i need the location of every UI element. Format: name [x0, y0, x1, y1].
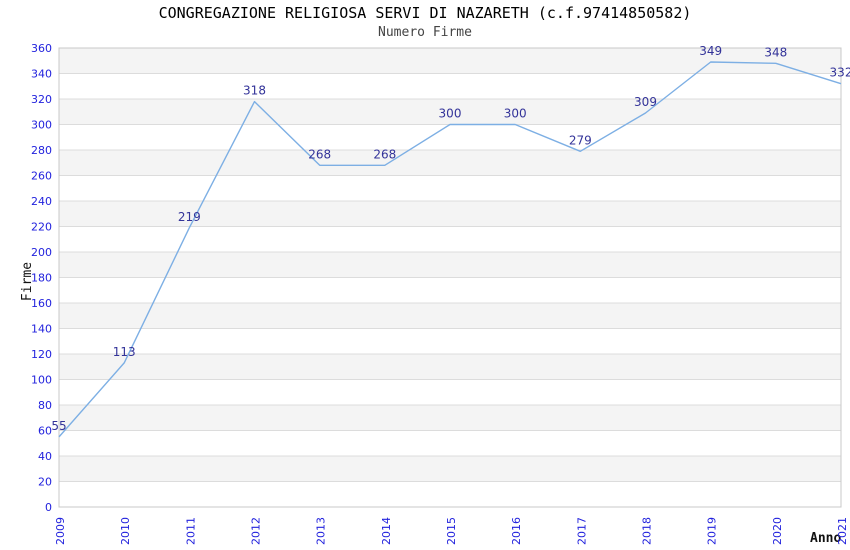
data-point-label: 113 — [113, 345, 136, 359]
plot-band — [59, 48, 841, 74]
x-axis-title: Anno — [810, 531, 842, 546]
data-point-label: 300 — [439, 107, 462, 121]
data-point-label: 349 — [699, 44, 722, 58]
data-point-label: 279 — [569, 133, 592, 147]
x-tick-label: 2019 — [706, 517, 719, 545]
plot-band — [59, 456, 841, 482]
data-point-label: 268 — [308, 147, 331, 161]
data-point-label: 318 — [243, 84, 266, 98]
plot-band — [59, 150, 841, 176]
data-point-label: 348 — [764, 45, 787, 59]
y-tick-label: 40 — [38, 450, 52, 463]
data-point-label: 219 — [178, 210, 201, 224]
data-point-label: 332 — [830, 66, 850, 80]
x-tick-label: 2011 — [184, 517, 197, 545]
x-tick-label: 2017 — [575, 517, 588, 545]
y-tick-label: 220 — [31, 221, 52, 234]
x-tick-label: 2015 — [445, 517, 458, 545]
y-tick-label: 20 — [38, 476, 52, 489]
y-tick-label: 0 — [45, 501, 52, 514]
y-tick-label: 180 — [31, 272, 52, 285]
y-tick-label: 360 — [31, 42, 52, 55]
data-point-label: 55 — [51, 419, 66, 433]
data-line — [58, 61, 842, 438]
data-point-label: 309 — [634, 95, 657, 109]
x-tick-label: 2012 — [250, 517, 263, 545]
y-tick-label: 100 — [31, 374, 52, 387]
y-tick-label: 80 — [38, 399, 52, 412]
data-point-label: 268 — [373, 147, 396, 161]
x-tick-label: 2013 — [315, 517, 328, 545]
plot-band — [59, 405, 841, 431]
x-tick-label: 2021 — [836, 517, 849, 545]
y-tick-label: 60 — [38, 425, 52, 438]
plot-band — [59, 303, 841, 329]
x-tick-label: 2020 — [771, 517, 784, 545]
x-tick-label: 2018 — [641, 517, 654, 545]
y-tick-label: 340 — [31, 68, 52, 81]
x-tick-label: 2014 — [380, 517, 393, 545]
y-tick-label: 260 — [31, 170, 52, 183]
x-tick-label: 2010 — [119, 517, 132, 545]
y-tick-label: 320 — [31, 93, 52, 106]
chart-title: CONGREGAZIONE RELIGIOSA SERVI DI NAZARET… — [158, 4, 692, 22]
y-tick-label: 200 — [31, 246, 52, 259]
data-point-label: 300 — [504, 107, 527, 121]
y-tick-label: 120 — [31, 348, 52, 361]
plot-band — [59, 252, 841, 278]
chart-subtitle: Numero Firme — [378, 25, 472, 40]
plot-border — [58, 47, 842, 508]
y-tick-label: 140 — [31, 323, 52, 336]
y-tick-label: 240 — [31, 195, 52, 208]
x-tick-label: 2009 — [54, 517, 67, 545]
y-tick-label: 300 — [31, 119, 52, 132]
x-tick-label: 2016 — [510, 517, 523, 545]
plot-band — [59, 354, 841, 380]
plot-band — [59, 201, 841, 227]
y-tick-label: 280 — [31, 144, 52, 157]
plot-band — [59, 99, 841, 125]
y-tick-label: 160 — [31, 297, 52, 310]
